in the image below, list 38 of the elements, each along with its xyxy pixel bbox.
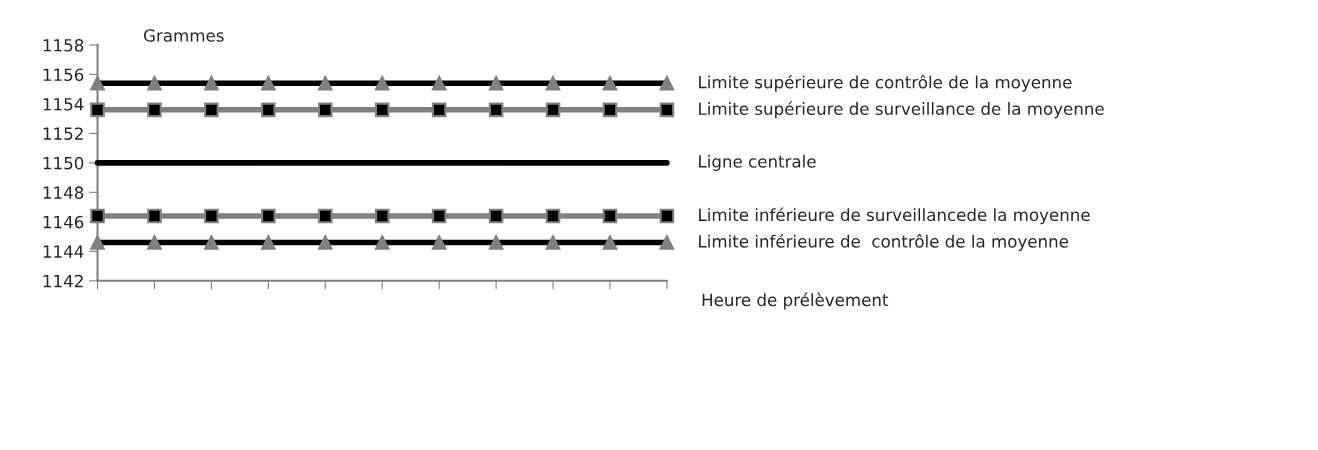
point (488, 208, 504, 224)
point (261, 102, 276, 118)
point (261, 208, 276, 224)
y-axis-title: Grammes (144, 29, 224, 42)
y-tick-label: 1148 (43, 186, 84, 199)
point (147, 208, 162, 224)
point (431, 208, 447, 224)
point (602, 102, 618, 118)
point (545, 102, 561, 118)
point (488, 102, 504, 118)
series-label: Limite inférieure de surveillancede la moyenne (699, 207, 1090, 225)
point (659, 208, 675, 224)
x-axis-title: Heure de prélèvement (702, 292, 889, 310)
point (90, 102, 105, 118)
point (90, 208, 105, 224)
point (374, 208, 390, 224)
point (204, 102, 219, 118)
series-label: Limite supérieure de contrôle de la moyenne (699, 74, 1072, 92)
point (147, 102, 162, 118)
y-tick-label: 1158 (43, 38, 84, 52)
point (431, 102, 447, 118)
y-tick-label: 1144 (43, 245, 84, 258)
y-tick-label: 1146 (43, 215, 84, 229)
point (317, 208, 333, 224)
point (374, 102, 390, 118)
y-tick-label: 1154 (43, 98, 84, 111)
point (204, 208, 219, 224)
series-label: Ligne centrale (699, 154, 816, 171)
y-tick-label: 1150 (43, 156, 84, 170)
series-label: Limite inférieure de contrôle de la moyenne (699, 234, 1069, 251)
point (317, 102, 333, 118)
point (602, 208, 618, 224)
y-tick-label: 1152 (43, 127, 83, 140)
y-tick-label: 1156 (43, 68, 84, 82)
y-tick-label: 1142 (43, 274, 83, 288)
series-label: Limite supérieure de surveillance de la moyenne (699, 101, 1104, 119)
point (659, 102, 675, 118)
point (545, 208, 561, 224)
